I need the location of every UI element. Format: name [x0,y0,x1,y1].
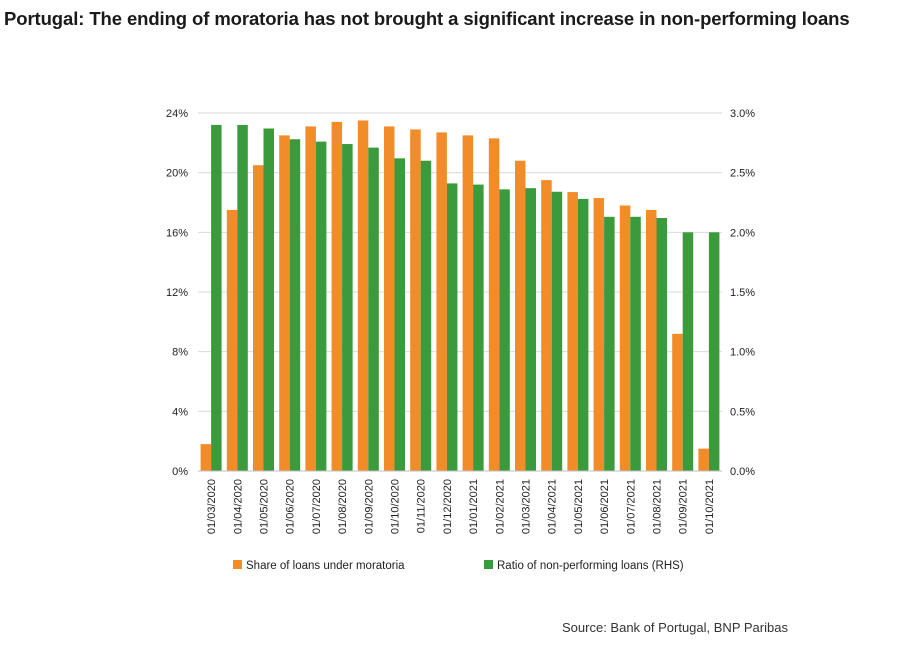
x-tick-label: 01/10/2020 [390,479,402,534]
gridlines [198,112,722,412]
y-left-tick-label: 20% [166,168,188,180]
x-tick-label: 01/09/2020 [363,479,375,534]
bar-moratoria [305,126,316,472]
x-tick-label: 01/09/2021 [678,479,690,534]
x-tick-label: 01/12/2020 [442,479,454,534]
bar-moratoria [200,444,212,471]
chart-title: Portugal: The ending of moratoria has no… [4,8,850,29]
y-left-tick-label: 12% [166,287,188,299]
x-tick-label: 01/01/2021 [468,479,480,534]
y-left-tick-label: 16% [166,227,188,239]
bar-npl [237,124,248,471]
y-left-tick-label: 0% [172,466,188,478]
bar-npl [394,158,405,471]
bar-moratoria [698,448,709,471]
bar-moratoria [253,165,264,472]
x-tick-label: 01/04/2020 [232,479,244,534]
axes: 0% 4% 8% 12% 16% 20% 24% 0.0% 0.5% 1.0% 1.5% 2.0% 2.… [166,108,755,534]
bar-moratoria [462,135,474,471]
y-left-tick-label: 24% [166,108,188,120]
x-tick-label: 01/10/2021 [704,479,716,534]
y-left-tick-label: 4% [172,406,188,418]
bar-moratoria [436,132,447,471]
bar-npl [211,124,222,471]
bar-npl [577,198,589,472]
bar-npl [342,144,353,471]
bar-npl [551,191,563,471]
x-tick-label: 01/06/2020 [285,479,297,534]
bar-moratoria [593,198,605,471]
bar-npl [708,232,720,471]
x-tick-label: 01/05/2020 [259,479,271,534]
bar-moratoria [619,205,631,471]
x-tick-label: 01/08/2020 [337,479,349,534]
legend: Share of loans under moratoria Ratio of … [233,560,684,572]
x-tick-label: 01/07/2020 [311,479,323,534]
x-tick-label: 01/11/2020 [416,479,428,533]
bar-moratoria [410,129,421,472]
bar-moratoria [384,126,395,472]
y-right-tick-label: 3.0% [730,108,755,120]
x-tick-label: 01/03/2021 [521,479,533,534]
bar-moratoria [567,192,578,471]
bar-moratoria [672,333,683,471]
x-tick-label: 01/06/2021 [599,479,611,534]
bar-moratoria [226,209,238,472]
bar-moratoria [357,120,369,471]
bar-moratoria [488,138,500,471]
y-right-tick-label: 0.0% [730,466,755,478]
bar-npl [368,147,379,471]
bar-moratoria [279,135,290,471]
x-tick-label: 01/03/2020 [206,479,218,534]
legend-swatch-moratoria [233,560,242,569]
y-right-tick-label: 2.5% [730,168,755,180]
x-tick-label: 01/02/2021 [494,479,506,534]
bar-npl [289,139,301,471]
bar-npl [315,141,327,471]
legend-label-moratoria: Share of loans under moratoria [246,560,405,572]
bar-npl [630,216,641,471]
bar-npl [473,184,484,471]
bar-moratoria [646,209,657,472]
y-left-tick-label: 8% [172,347,188,359]
bar-moratoria [541,180,552,471]
x-tick-label: 01/05/2021 [573,479,585,534]
bar-npl [656,218,667,471]
source-note: Source: Bank of Portugal, BNP Paribas [562,620,788,635]
y-right-tick-label: 1.0% [730,347,755,359]
bar-npl [420,160,432,471]
bar-npl [682,232,694,471]
bars [200,120,720,472]
bar-npl [604,216,615,471]
bar-npl [525,188,536,471]
bar-npl [263,128,274,471]
bar-moratoria [515,160,526,471]
y-right-tick-label: 0.5% [730,406,755,418]
y-right-tick-label: 2.0% [730,227,755,239]
bar-moratoria [331,121,343,471]
bar-npl [446,183,458,471]
x-tick-label: 01/08/2021 [652,479,664,534]
legend-swatch-npl [484,560,493,569]
x-tick-label: 01/07/2021 [625,479,637,534]
x-tick-label: 01/04/2021 [547,479,559,534]
legend-label-npl: Ratio of non-performing loans (RHS) [497,560,684,572]
y-right-tick-label: 1.5% [730,287,755,299]
bar-npl [499,189,510,471]
